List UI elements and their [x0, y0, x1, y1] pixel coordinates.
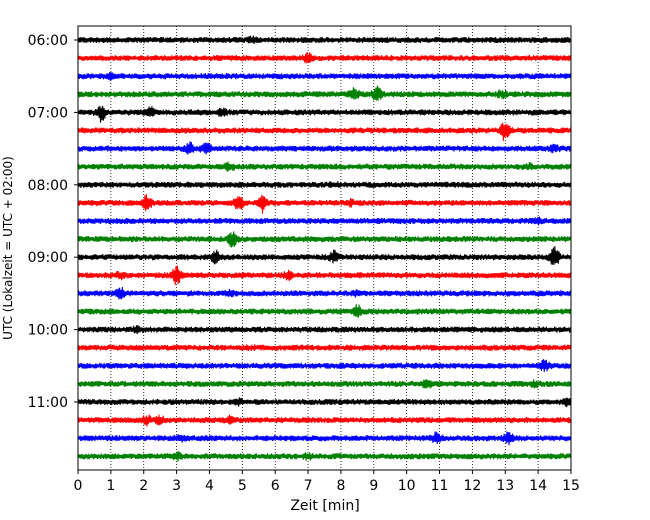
trace-0800 — [77, 181, 572, 188]
y-tick-label: 07:00 — [28, 105, 68, 121]
trace-0945 — [77, 304, 572, 318]
trace-1100 — [77, 397, 572, 408]
x-axis-ticks: 0 1 2 3 4 5 6 7 8 9 10 11 12 13 14 15 — [74, 470, 580, 494]
trace-0630 — [77, 71, 572, 81]
x-tick-label: 15 — [562, 478, 580, 494]
x-tick-label: 0 — [74, 478, 83, 494]
plot-frame — [77, 25, 572, 471]
x-tick-label: 6 — [271, 478, 280, 494]
trace-0815 — [77, 194, 572, 214]
trace-1030 — [77, 359, 572, 373]
x-tick-label: 3 — [172, 478, 181, 494]
trace-0615 — [77, 52, 572, 64]
trace-0845 — [77, 231, 572, 248]
y-tick-label: 11:00 — [28, 395, 68, 411]
x-tick-label: 11 — [431, 478, 449, 494]
trace-0900 — [77, 246, 572, 265]
x-axis-label: Zeit [min] — [290, 498, 359, 514]
trace-1015 — [77, 344, 572, 352]
trace-0830 — [77, 216, 572, 226]
trace-0930 — [77, 286, 572, 300]
trace-1000 — [77, 325, 572, 335]
x-tick-label: 9 — [369, 478, 378, 494]
trace-1115 — [77, 414, 572, 427]
x-tick-label: 1 — [106, 478, 115, 494]
trace-1145 — [77, 451, 572, 462]
y-axis-ticks: 06:00 07:00 08:00 09:00 10:00 11:00 — [28, 33, 78, 411]
trace-0645 — [77, 85, 572, 101]
trace-0730 — [77, 141, 572, 155]
x-tick-label: 10 — [398, 478, 416, 494]
trace-1045 — [77, 379, 572, 389]
x-tick-label: 2 — [139, 478, 148, 494]
y-tick-label: 10:00 — [28, 323, 68, 339]
trace-0700 — [77, 105, 572, 123]
trace-0600 — [77, 35, 572, 45]
trace-1130 — [77, 431, 572, 446]
trace-0915 — [77, 265, 572, 285]
x-tick-label: 7 — [304, 478, 313, 494]
vertical-grid — [110, 26, 539, 470]
trace-0745 — [77, 161, 572, 172]
y-tick-label: 08:00 — [28, 178, 68, 194]
x-tick-label: 8 — [336, 478, 345, 494]
x-tick-label: 5 — [238, 478, 247, 494]
y-tick-label: 06:00 — [28, 33, 68, 49]
trace-0715 — [77, 122, 572, 141]
x-tick-label: 12 — [463, 478, 481, 494]
y-tick-label: 09:00 — [28, 250, 68, 266]
seismic-traces — [77, 35, 572, 462]
x-tick-label: 13 — [496, 478, 514, 494]
x-tick-label: 4 — [205, 478, 214, 494]
x-tick-label: 14 — [529, 478, 547, 494]
y-axis-label: UTC (Lokalzeit = UTC + 02:00) — [1, 156, 15, 340]
